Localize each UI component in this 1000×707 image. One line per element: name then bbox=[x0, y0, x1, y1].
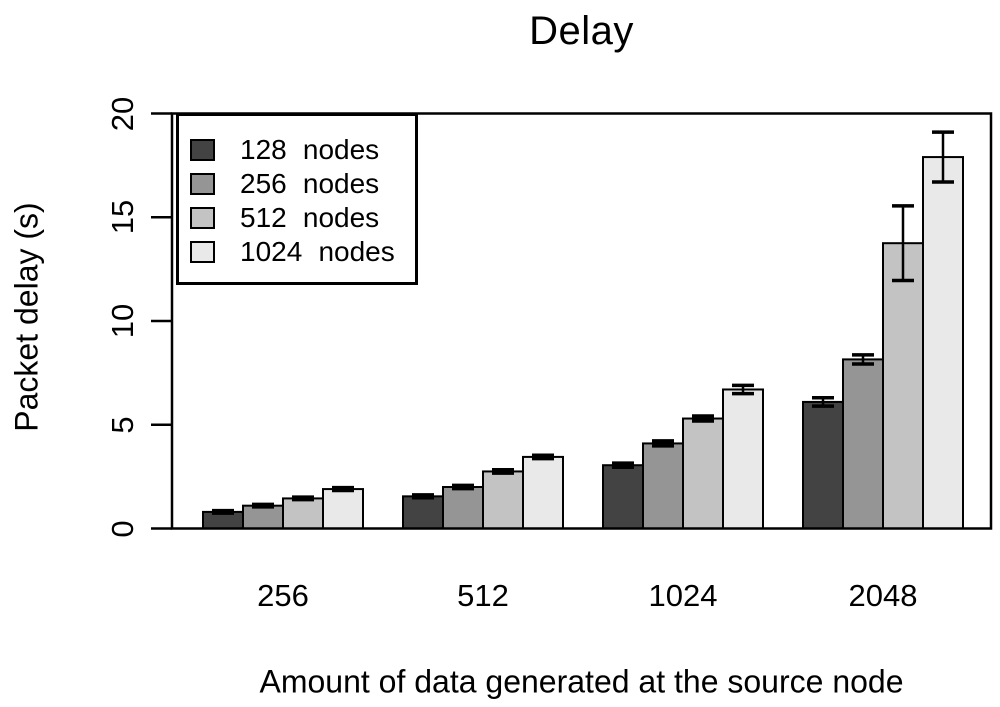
bar bbox=[482, 470, 524, 530]
y-tick-label: 10 bbox=[105, 303, 140, 339]
legend-item-label: 256 nodes bbox=[240, 168, 380, 199]
bar bbox=[922, 156, 964, 530]
bar bbox=[522, 455, 564, 530]
legend-color-swatch bbox=[190, 139, 215, 161]
bar bbox=[642, 442, 684, 530]
legend-item-label: 512 nodes bbox=[240, 202, 380, 233]
bar bbox=[802, 400, 844, 530]
legend-item: 512 nodes bbox=[190, 201, 415, 235]
x-category-label: 512 bbox=[457, 578, 509, 613]
x-category-label: 256 bbox=[257, 578, 309, 613]
bar bbox=[282, 497, 324, 530]
x-category-label: 2048 bbox=[848, 578, 918, 613]
bar bbox=[722, 388, 764, 530]
bar bbox=[442, 486, 484, 530]
x-axis-title: Amount of data generated at the source n… bbox=[259, 663, 904, 700]
bar bbox=[322, 488, 364, 530]
x-category-label: 1024 bbox=[648, 578, 718, 613]
bar bbox=[602, 464, 644, 530]
legend-color-swatch bbox=[190, 241, 215, 263]
legend-item-label: 1024 nodes bbox=[240, 236, 395, 267]
bar bbox=[402, 495, 444, 530]
y-tick-label: 0 bbox=[105, 519, 140, 538]
bar bbox=[882, 242, 924, 530]
legend-color-swatch bbox=[190, 207, 215, 229]
y-tick-label: 20 bbox=[105, 96, 140, 131]
plot-border bbox=[170, 112, 993, 530]
y-tick-label: 15 bbox=[105, 200, 140, 235]
legend-item-label: 128 nodes bbox=[240, 134, 380, 165]
y-tick-label: 5 bbox=[105, 416, 140, 434]
legend-items: 128 nodes 256 nodes 512 nodes 1024 nodes bbox=[190, 133, 415, 269]
legend-item: 1024 nodes bbox=[190, 235, 415, 269]
legend: 128 nodes 256 nodes 512 nodes 1024 nodes bbox=[176, 113, 418, 285]
legend-item: 128 nodes bbox=[190, 133, 415, 167]
bar bbox=[842, 358, 884, 530]
legend-color-swatch bbox=[190, 173, 215, 195]
legend-item: 256 nodes bbox=[190, 167, 415, 201]
chart-title: Delay bbox=[529, 9, 634, 53]
bar bbox=[682, 417, 724, 530]
bar bbox=[242, 504, 284, 530]
